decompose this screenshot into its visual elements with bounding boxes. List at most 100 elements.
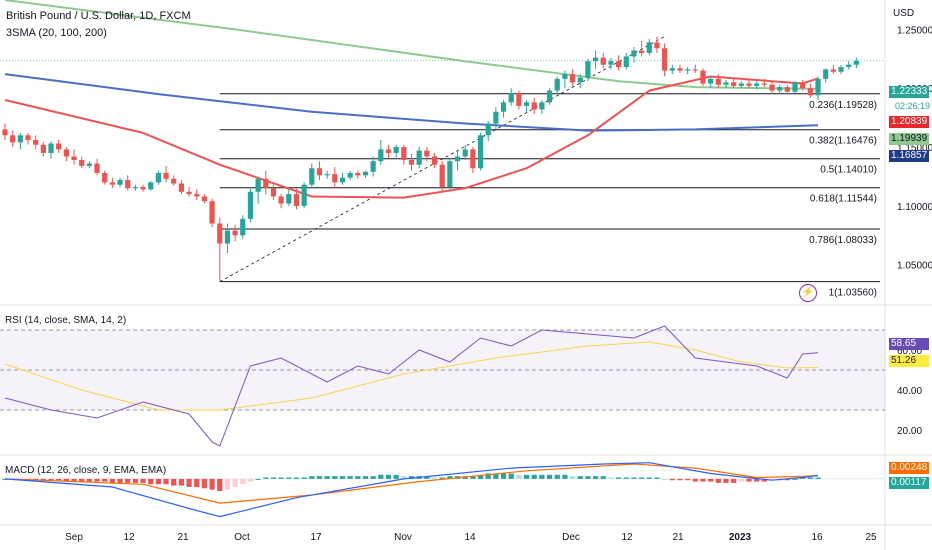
candle <box>40 142 46 157</box>
lightning-icon[interactable]: ⚡ <box>799 284 817 302</box>
candle <box>316 161 323 180</box>
sma-indicator-label: 3SMA (20, 100, 200) <box>6 27 107 39</box>
macd-hist-bar <box>293 477 300 479</box>
macd-hist-bar <box>715 478 721 483</box>
candle <box>163 165 169 183</box>
macd-hist-bar <box>539 474 545 479</box>
candle-body <box>71 156 77 160</box>
candle <box>347 170 353 180</box>
macd-hist-bar <box>592 476 599 479</box>
candle <box>777 84 783 95</box>
rsi-line <box>4 325 819 447</box>
candle <box>339 172 346 185</box>
candle <box>270 184 277 200</box>
candle-body <box>278 196 284 204</box>
candle-body <box>838 67 844 72</box>
candle-body <box>608 61 614 65</box>
candle-body <box>163 172 169 179</box>
candle <box>723 80 729 89</box>
macd-hist-bar <box>401 476 407 479</box>
macd-hist-bar <box>470 476 476 479</box>
candle <box>639 41 645 57</box>
candle <box>769 81 775 95</box>
candle-body <box>416 150 422 165</box>
candle <box>56 140 62 153</box>
candle-body <box>623 56 629 68</box>
candle <box>569 69 576 86</box>
candle <box>140 184 146 192</box>
macd-hist-bar <box>523 474 530 479</box>
macd-hist-bar <box>731 478 737 483</box>
candle-body <box>316 168 323 176</box>
candle <box>416 147 422 169</box>
candle-body <box>270 188 277 197</box>
candle <box>132 184 138 191</box>
time-tick-label: 21 <box>672 532 684 543</box>
candle-body <box>485 123 491 136</box>
macd-hist-bar <box>500 473 507 479</box>
macd-hist-bar <box>577 476 583 479</box>
candle-body <box>63 149 69 157</box>
candle-body <box>194 194 200 197</box>
macd-hist-bar <box>194 478 200 487</box>
candle <box>378 140 384 165</box>
candle-body <box>401 147 407 160</box>
rsi-tick-label: 60.00 <box>897 346 922 357</box>
price-tick-label: 1.10000 <box>897 202 932 213</box>
sma20-line <box>4 75 819 199</box>
candle <box>685 67 691 75</box>
countdown-label: 02:26:19 <box>895 101 931 111</box>
macd-hist-bar <box>109 478 115 483</box>
candle <box>846 61 852 70</box>
candle-body <box>301 184 307 206</box>
candle <box>370 156 376 177</box>
candle <box>79 156 85 169</box>
candle <box>692 64 698 73</box>
rsi-tick-label: 40.00 <box>897 386 922 397</box>
macd-hist-bar <box>263 477 269 479</box>
candle <box>232 224 238 242</box>
sma200-line <box>4 0 819 90</box>
candle <box>761 78 767 88</box>
candle-body <box>40 144 46 153</box>
candle <box>33 135 39 150</box>
sma100-line <box>4 73 819 132</box>
symbol-title: British Pound / U.S. Dollar, 1D, FXCM <box>6 10 191 22</box>
candle <box>485 121 491 142</box>
candle-body <box>454 156 461 162</box>
candle-body <box>332 174 338 183</box>
macd-hist-bar <box>339 476 346 479</box>
candle-body <box>616 61 622 68</box>
time-tick-label: Dec <box>562 532 580 543</box>
macd-hist-bar <box>48 478 54 481</box>
candle <box>546 88 553 105</box>
candle <box>470 147 476 173</box>
candle <box>63 147 69 162</box>
macd-hist-bar <box>324 476 330 479</box>
macd-hist-bar <box>424 476 430 479</box>
candle-body <box>201 196 208 202</box>
candle <box>240 215 246 239</box>
candle <box>10 130 16 148</box>
candle <box>500 100 507 118</box>
fib-level-label: 0.786(1.08033) <box>809 235 877 246</box>
candle-body <box>470 149 476 169</box>
time-tick-label: Oct <box>234 532 250 543</box>
candle <box>255 176 261 204</box>
candle-body <box>10 135 16 143</box>
candle <box>838 64 844 75</box>
macd-hist-bar <box>362 476 369 479</box>
macd-hist-bar <box>355 476 361 479</box>
candle-body <box>393 147 399 153</box>
candle-body <box>577 77 583 83</box>
candle-body <box>148 182 154 190</box>
macd-hist-bar <box>286 477 292 479</box>
macd-hist-bar <box>40 478 46 481</box>
candle-body <box>731 82 737 86</box>
time-tick-label: 21 <box>177 532 189 543</box>
macd-hist-bar <box>608 477 614 479</box>
candle <box>102 170 108 185</box>
candle <box>738 81 744 89</box>
candle-body <box>2 129 8 136</box>
